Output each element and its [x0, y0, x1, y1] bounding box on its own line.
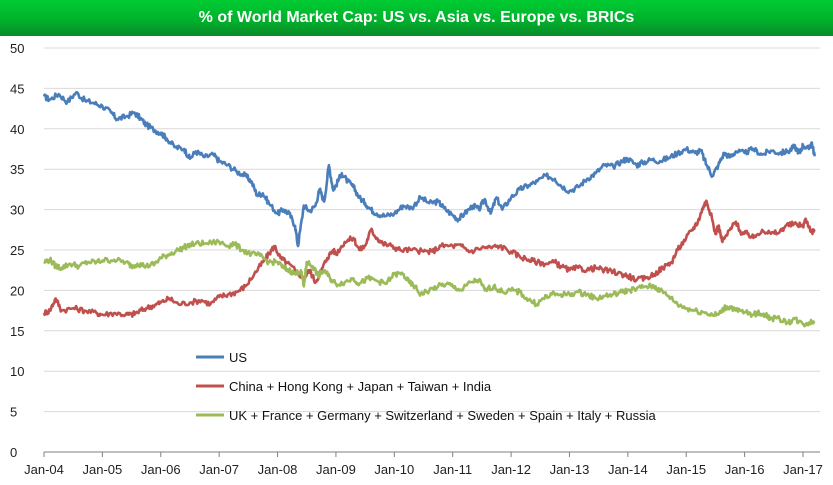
series-lines — [42, 91, 816, 328]
x-tick-label: Jan-16 — [725, 462, 765, 477]
y-tick-label: 10 — [10, 364, 24, 379]
y-tick-label: 35 — [10, 162, 24, 177]
x-tick-label: Jan-07 — [199, 462, 239, 477]
x-tick-label: Jan-06 — [141, 462, 181, 477]
chart-title: % of World Market Cap: US vs. Asia vs. E… — [198, 9, 635, 26]
x-tick-label: Jan-13 — [550, 462, 590, 477]
legend-label: China + Hong Kong + Japan + Taiwan + Ind… — [229, 379, 492, 394]
legend-label: US — [229, 350, 247, 365]
y-tick-label: 25 — [10, 243, 24, 258]
legend: US China + Hong Kong + Japan + Taiwan + I… — [196, 350, 656, 423]
x-tick-label: Jan-17 — [783, 462, 823, 477]
x-tick-label: Jan-15 — [666, 462, 706, 477]
y-tick-label: 15 — [10, 324, 24, 339]
y-tick-label: 20 — [10, 283, 24, 298]
x-tick-label: Jan-08 — [258, 462, 298, 477]
y-tick-label: 0 — [10, 445, 17, 460]
y-tick-label: 50 — [10, 41, 24, 56]
y-tick-label: 45 — [10, 81, 24, 96]
x-tick-label: Jan-05 — [83, 462, 123, 477]
x-axis: Jan-04 Jan-05 Jan-06 Jan-07 Jan-08 Jan-09 Jan-… — [24, 451, 823, 477]
y-axis: 0 5 10 15 20 25 30 35 40 45 50 — [10, 41, 24, 460]
x-tick-label: Jan-14 — [608, 462, 648, 477]
chart-title-bar: % of World Market Cap: US vs. Asia vs. E… — [0, 0, 833, 36]
x-tick-label: Jan-11 — [433, 462, 472, 477]
x-tick-label: Jan-12 — [491, 462, 531, 477]
gridlines — [44, 47, 820, 413]
x-tick-label: Jan-09 — [316, 462, 356, 477]
y-tick-label: 30 — [10, 203, 24, 218]
y-tick-label: 5 — [10, 405, 17, 420]
series-line-1 — [42, 91, 816, 248]
y-tick-label: 40 — [10, 122, 24, 137]
x-tick-label: Jan-04 — [24, 462, 64, 477]
series-line-2 — [42, 199, 816, 318]
series-line-3 — [43, 238, 816, 328]
x-tick-label: Jan-10 — [374, 462, 414, 477]
legend-label: UK + France + Germany + Switzerland + Sw… — [229, 408, 656, 423]
